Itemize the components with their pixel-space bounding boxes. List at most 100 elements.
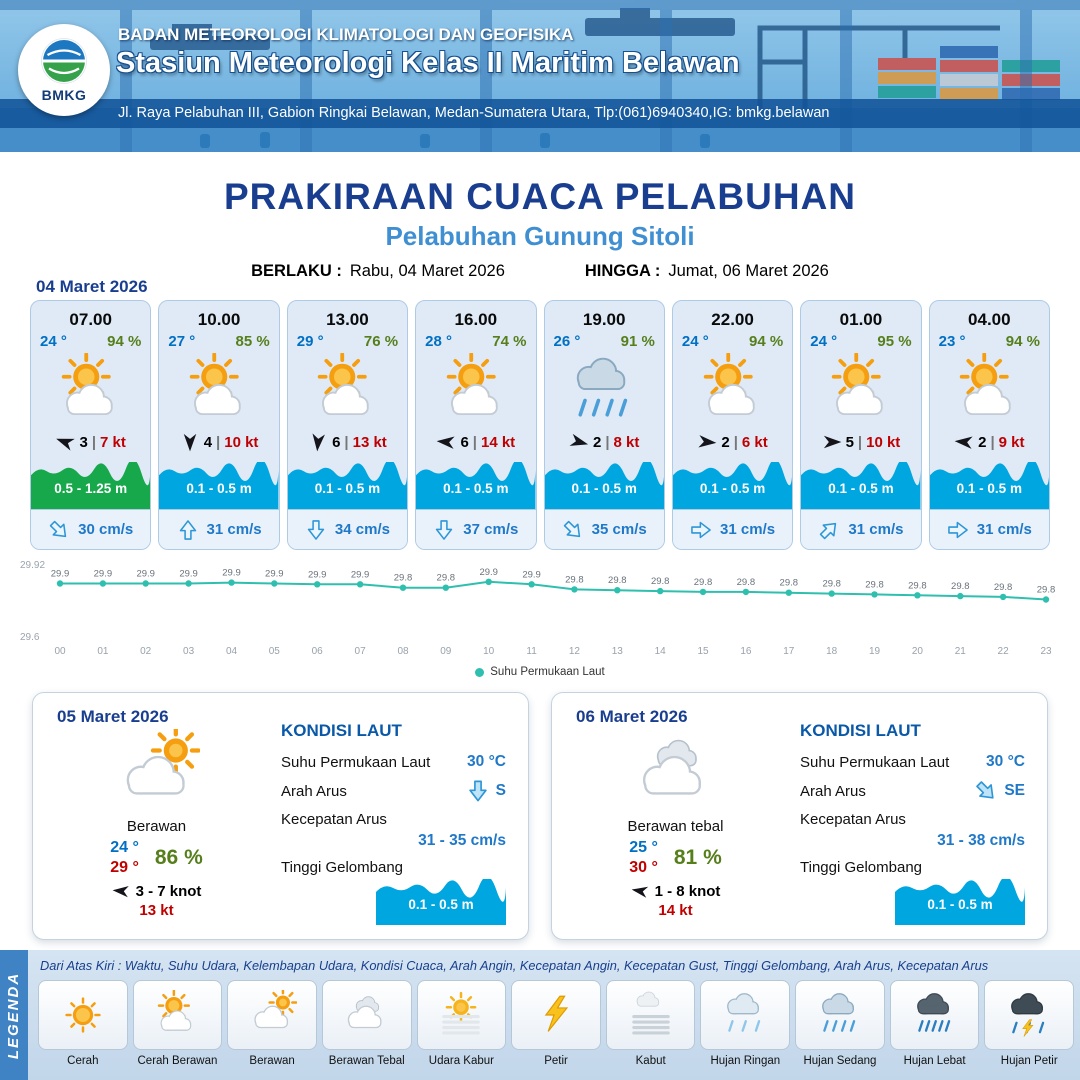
sst-label: Suhu Permukaan Laut	[800, 753, 950, 771]
sst-value: 30 °C	[986, 753, 1025, 770]
legend-weather-icon	[511, 980, 601, 1050]
humidity: 85 %	[235, 333, 270, 350]
daily-wind-gust: 14 kt	[658, 902, 693, 919]
hour-label: 07.00	[69, 310, 112, 329]
daily-humidity: 81 %	[673, 846, 722, 869]
current-row: 31 cm/s	[801, 509, 921, 549]
air-temperature: 23 °	[938, 333, 966, 350]
hingga-label: HINGGA :	[584, 262, 661, 280]
svg-text:29.8: 29.8	[951, 581, 970, 592]
svg-text:18: 18	[826, 646, 838, 657]
divider: |	[91, 433, 97, 451]
sea-conditions: KONDISI LAUT Suhu Permukaan Laut 30 °C A…	[800, 721, 1025, 925]
air-temperature: 29 °	[296, 333, 324, 350]
legend-item-label: Udara Kabur	[428, 1055, 494, 1067]
wind-speed: 2	[721, 433, 730, 451]
svg-text:29.8: 29.8	[822, 579, 841, 590]
wave-height-band: 0.1 - 0.5 m	[672, 462, 793, 509]
daily-wind-speed: 1 - 8 knot	[654, 882, 721, 900]
svg-text:29.9: 29.9	[479, 567, 498, 578]
legend-item-label: Cerah Berawan	[137, 1055, 218, 1067]
weather-icon	[288, 350, 407, 432]
svg-text:19: 19	[869, 646, 881, 657]
svg-text:01: 01	[97, 646, 109, 657]
divider: |	[605, 433, 610, 451]
air-temperature: 24 °	[40, 333, 67, 350]
svg-text:29.9: 29.9	[351, 569, 370, 580]
hourly-card: 01.00 24 ° 95 % 5 | 10 kt 0.1 - 0.5 m	[800, 300, 922, 550]
wind-row: 2 | 8 kt	[545, 432, 664, 452]
hourly-card: 07.00 24 ° 94 % 3 | 7 kt 0.5 - 1.25 m	[30, 300, 152, 550]
legend-weather-icon	[38, 980, 128, 1050]
hourly-card: 22.00 24 ° 94 % 2 | 6 kt 0.1 - 0.5 m	[671, 300, 794, 550]
svg-text:09: 09	[440, 646, 452, 657]
current-direction-icon	[177, 519, 199, 541]
svg-text:29.8: 29.8	[865, 579, 884, 590]
daily-wave-height: 0.1 - 0.5 m	[927, 897, 993, 912]
wind-gust: 6 kt	[741, 433, 768, 451]
svg-text:17: 17	[783, 646, 795, 657]
header-address-band: Jl. Raya Pelabuhan III, Gabion Ringkai B…	[0, 99, 1080, 128]
daily-wind: 3 - 7 knot	[49, 882, 264, 900]
current-speed: 31 cm/s	[848, 521, 904, 538]
svg-text:29.9: 29.9	[136, 569, 155, 580]
temp-humidity-row: 24 ° 94 %	[673, 330, 792, 350]
station-address: Jl. Raya Pelabuhan III, Gabion Ringkai B…	[118, 105, 830, 121]
air-temperature: 28 °	[425, 333, 452, 350]
svg-text:29.6: 29.6	[20, 632, 40, 643]
legend-weather-icon	[416, 980, 507, 1050]
legend-item: Cerah	[38, 980, 128, 1067]
wind-direction-icon	[697, 431, 719, 453]
forecast-date: 04 Maret 2026	[36, 277, 148, 296]
legend-weather-icon	[605, 980, 696, 1050]
wind-speed: 6	[460, 433, 469, 451]
temp-humidity-row: 27 ° 85 %	[159, 330, 278, 350]
air-temperature: 27 °	[168, 333, 196, 350]
legend-item-label: Cerah	[67, 1055, 99, 1067]
weather-icon	[31, 350, 150, 432]
current-row: 37 cm/s	[416, 509, 536, 549]
weather-icon	[545, 350, 664, 432]
wind-direction-icon	[822, 432, 842, 452]
wave-height-band: 0.1 - 0.5 m	[416, 462, 536, 509]
current-speed: 31 cm/s	[976, 521, 1032, 538]
legend-weather-icon	[321, 980, 412, 1050]
hour-label: 04.00	[968, 310, 1011, 329]
wind-row: 3 | 7 kt	[31, 432, 150, 452]
hourly-card: 19.00 26 ° 91 % 2 | 8 kt 0.1 - 0.5 m	[543, 300, 665, 550]
legend-item: Hujan Petir	[984, 980, 1075, 1067]
divider: |	[733, 433, 738, 451]
current-direction-icon	[814, 514, 845, 545]
current-speed: 34 cm/s	[334, 521, 390, 538]
current-direction-icon	[44, 514, 75, 545]
daily-date: 06 Maret 2026	[576, 707, 688, 726]
hour-label: 13.00	[326, 310, 369, 329]
divider: |	[990, 433, 995, 451]
current-direction: SE	[1004, 782, 1025, 799]
current-direction-icon	[970, 775, 1003, 808]
current-speed: 31 cm/s	[206, 521, 262, 538]
daily-temp-max: 30 °	[629, 859, 658, 876]
legend-note: Dari Atas Kiri : Waktu, Suhu Udara, Kele…	[40, 958, 989, 973]
weather-icon	[673, 350, 792, 432]
daily-temp-max: 29 °	[110, 859, 139, 876]
legend-item-label: Petir	[544, 1055, 568, 1067]
legend-weather-icon	[132, 980, 223, 1050]
svg-text:29.9: 29.9	[308, 569, 327, 580]
daily-wave-height: 0.1 - 0.5 m	[408, 897, 474, 912]
daily-wind-gust: 13 kt	[139, 902, 174, 919]
hour-label: 01.00	[839, 310, 883, 329]
daily-temps: 25 ° 30 ° 81 %	[568, 839, 783, 877]
hourly-card: 10.00 27 ° 85 % 4 | 10 kt 0.1 - 0.5 m	[158, 300, 280, 550]
legend-weather-icon	[984, 980, 1075, 1050]
wind-direction-icon	[307, 431, 329, 453]
current-speed: 35 cm/s	[591, 521, 647, 538]
legend-item: Hujan Ringan	[700, 980, 791, 1067]
sst-line-chart: 29.92 29.6 29.9 00 29.9 01 29.9 02 29.9 03 29.9 04 2…	[20, 560, 1055, 657]
wind-speed: 3	[79, 433, 88, 451]
svg-text:29.8: 29.8	[737, 577, 756, 588]
hourly-card: 16.00 28 ° 74 % 6 | 14 kt 0.1 - 0.5 m	[415, 300, 537, 550]
hingga-value: Jumat, 06 Maret 2026	[668, 262, 829, 280]
current-speed: 31 cm/s	[720, 521, 776, 538]
wind-direction-icon	[53, 429, 79, 455]
